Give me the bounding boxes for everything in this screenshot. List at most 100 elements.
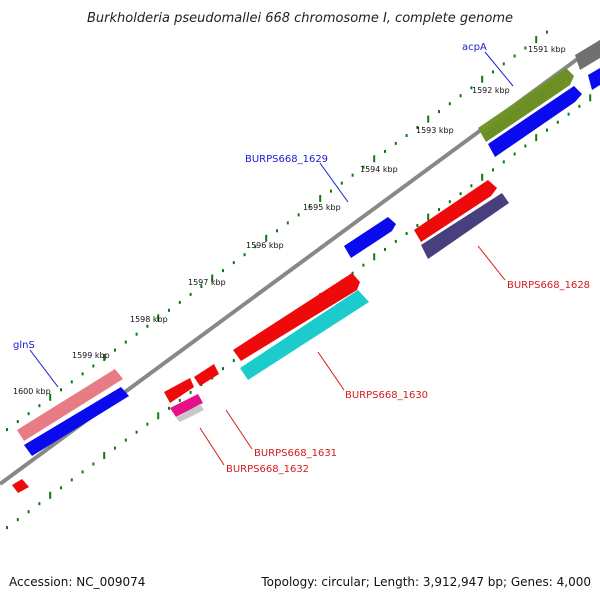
tick-mark	[232, 261, 235, 265]
tick-mark	[124, 438, 127, 442]
tick-mark	[481, 173, 484, 181]
gene-burps668-1628[interactable]	[421, 193, 509, 259]
tick-mark	[49, 393, 52, 401]
tick-mark	[319, 195, 322, 202]
tick-mark	[81, 470, 84, 474]
tick-mark	[135, 430, 138, 434]
tick-mark	[276, 229, 278, 233]
gene-label-burps668-1631[interactable]: BURPS668_1631	[254, 448, 337, 459]
gene-glnS[interactable]	[17, 369, 123, 441]
gene-burps668-1631[interactable]	[194, 364, 219, 386]
tick-mark	[254, 245, 257, 249]
kbp-label: 1592 kbp	[472, 86, 510, 95]
kbp-label: 1594 kbp	[360, 165, 398, 174]
tick-mark	[92, 462, 95, 466]
tick-mark	[146, 422, 149, 426]
kbp-label: 1593 kbp	[416, 126, 454, 135]
tick-mark	[481, 75, 484, 83]
gene-blue-feature-glnS-pair[interactable]	[24, 387, 129, 456]
tick-mark	[513, 54, 516, 58]
tick-mark	[114, 446, 116, 450]
tick-mark	[178, 300, 181, 304]
tick-mark	[6, 526, 8, 530]
gene-acpA-shine	[478, 68, 574, 142]
tick-mark	[189, 390, 192, 394]
gene-burps668-1629[interactable]	[344, 217, 396, 258]
leader-burps668-1629	[319, 162, 349, 203]
leader-burps668-1631	[225, 409, 253, 450]
map-title: Burkholderia pseudomallei 668 chromosome…	[87, 11, 513, 26]
gene-red-feature-bottom-left[interactable]	[12, 479, 29, 493]
kbp-label: 1591 kbp	[528, 45, 566, 54]
tick-mark	[168, 308, 170, 312]
tick-mark	[265, 234, 268, 242]
tick-mark	[146, 324, 149, 328]
kbp-label: 1598 kbp	[130, 315, 168, 324]
tick-mark	[578, 104, 581, 108]
tick-mark	[330, 189, 332, 193]
gene-burps668-1632[interactable]	[170, 394, 203, 417]
gene-red-small-feature[interactable]	[164, 378, 194, 403]
tick-mark	[38, 404, 41, 408]
tick-mark	[492, 70, 494, 74]
tick-mark	[405, 232, 408, 235]
genome-summary-text: Topology: circular; Length: 3,912,947 bp…	[260, 575, 591, 589]
tick-mark	[448, 102, 451, 106]
gene-burps668-1630[interactable]	[240, 290, 369, 380]
tick-mark	[189, 292, 192, 296]
tick-mark	[416, 224, 419, 227]
leader-glnS	[29, 349, 59, 388]
gene-label-burps668-1629[interactable]: BURPS668_1629	[245, 154, 328, 165]
tick-mark	[178, 398, 181, 402]
gene-red-feature-1628-pair[interactable]	[414, 180, 497, 242]
tick-mark	[6, 428, 8, 432]
tick-mark	[438, 208, 440, 212]
tick-mark	[470, 184, 473, 188]
tick-mark	[492, 168, 494, 172]
tick-mark	[243, 253, 246, 257]
gene-label-glnS[interactable]: glnS	[13, 340, 35, 351]
tick-mark	[373, 155, 376, 163]
tick-mark	[27, 510, 30, 514]
gene-label-burps668-1628[interactable]: BURPS668_1628	[507, 280, 590, 291]
tick-mark	[513, 152, 516, 156]
tick-mark	[49, 491, 52, 499]
tick-mark	[362, 165, 365, 169]
tick-mark	[546, 30, 548, 34]
tick-mark	[232, 359, 235, 363]
tick-mark	[394, 141, 397, 145]
tick-mark	[16, 420, 19, 424]
tick-mark	[427, 115, 430, 123]
tick-mark	[459, 192, 462, 196]
tick-mark	[60, 388, 62, 392]
gene-red-feature-1630-pair[interactable]	[233, 273, 360, 361]
tick-mark	[459, 94, 462, 98]
tick-mark	[502, 160, 505, 164]
tick-mark	[16, 518, 19, 522]
tick-mark	[362, 263, 365, 267]
tick-mark	[470, 86, 473, 90]
gene-gray-feature[interactable]	[575, 40, 600, 70]
tick-mark	[308, 205, 311, 209]
tick-mark	[297, 213, 300, 217]
gene-label-acpA[interactable]: acpA	[462, 42, 487, 53]
accession-text: Accession: NC_009074	[9, 575, 145, 589]
kbp-label: 1599 kbp	[72, 351, 110, 360]
gene-blue-feature-acpA-pair[interactable]	[488, 86, 582, 157]
tick-mark	[114, 348, 116, 352]
gene-label-burps668-1632[interactable]: BURPS668_1632	[226, 464, 309, 475]
tick-mark	[524, 46, 527, 50]
gene-label-burps668-1630[interactable]: BURPS668_1630	[345, 390, 428, 401]
tick-mark	[535, 134, 538, 142]
tick-mark	[222, 367, 224, 371]
tick-mark	[286, 221, 289, 225]
tick-mark	[535, 36, 538, 44]
tick-mark	[373, 253, 376, 261]
tick-mark	[416, 126, 419, 129]
gene-gray-small-feature[interactable]	[176, 404, 204, 422]
tick-mark	[448, 200, 451, 204]
gene-blue-feature-top[interactable]	[588, 68, 600, 90]
tick-mark	[405, 134, 408, 137]
tick-mark	[384, 149, 386, 153]
